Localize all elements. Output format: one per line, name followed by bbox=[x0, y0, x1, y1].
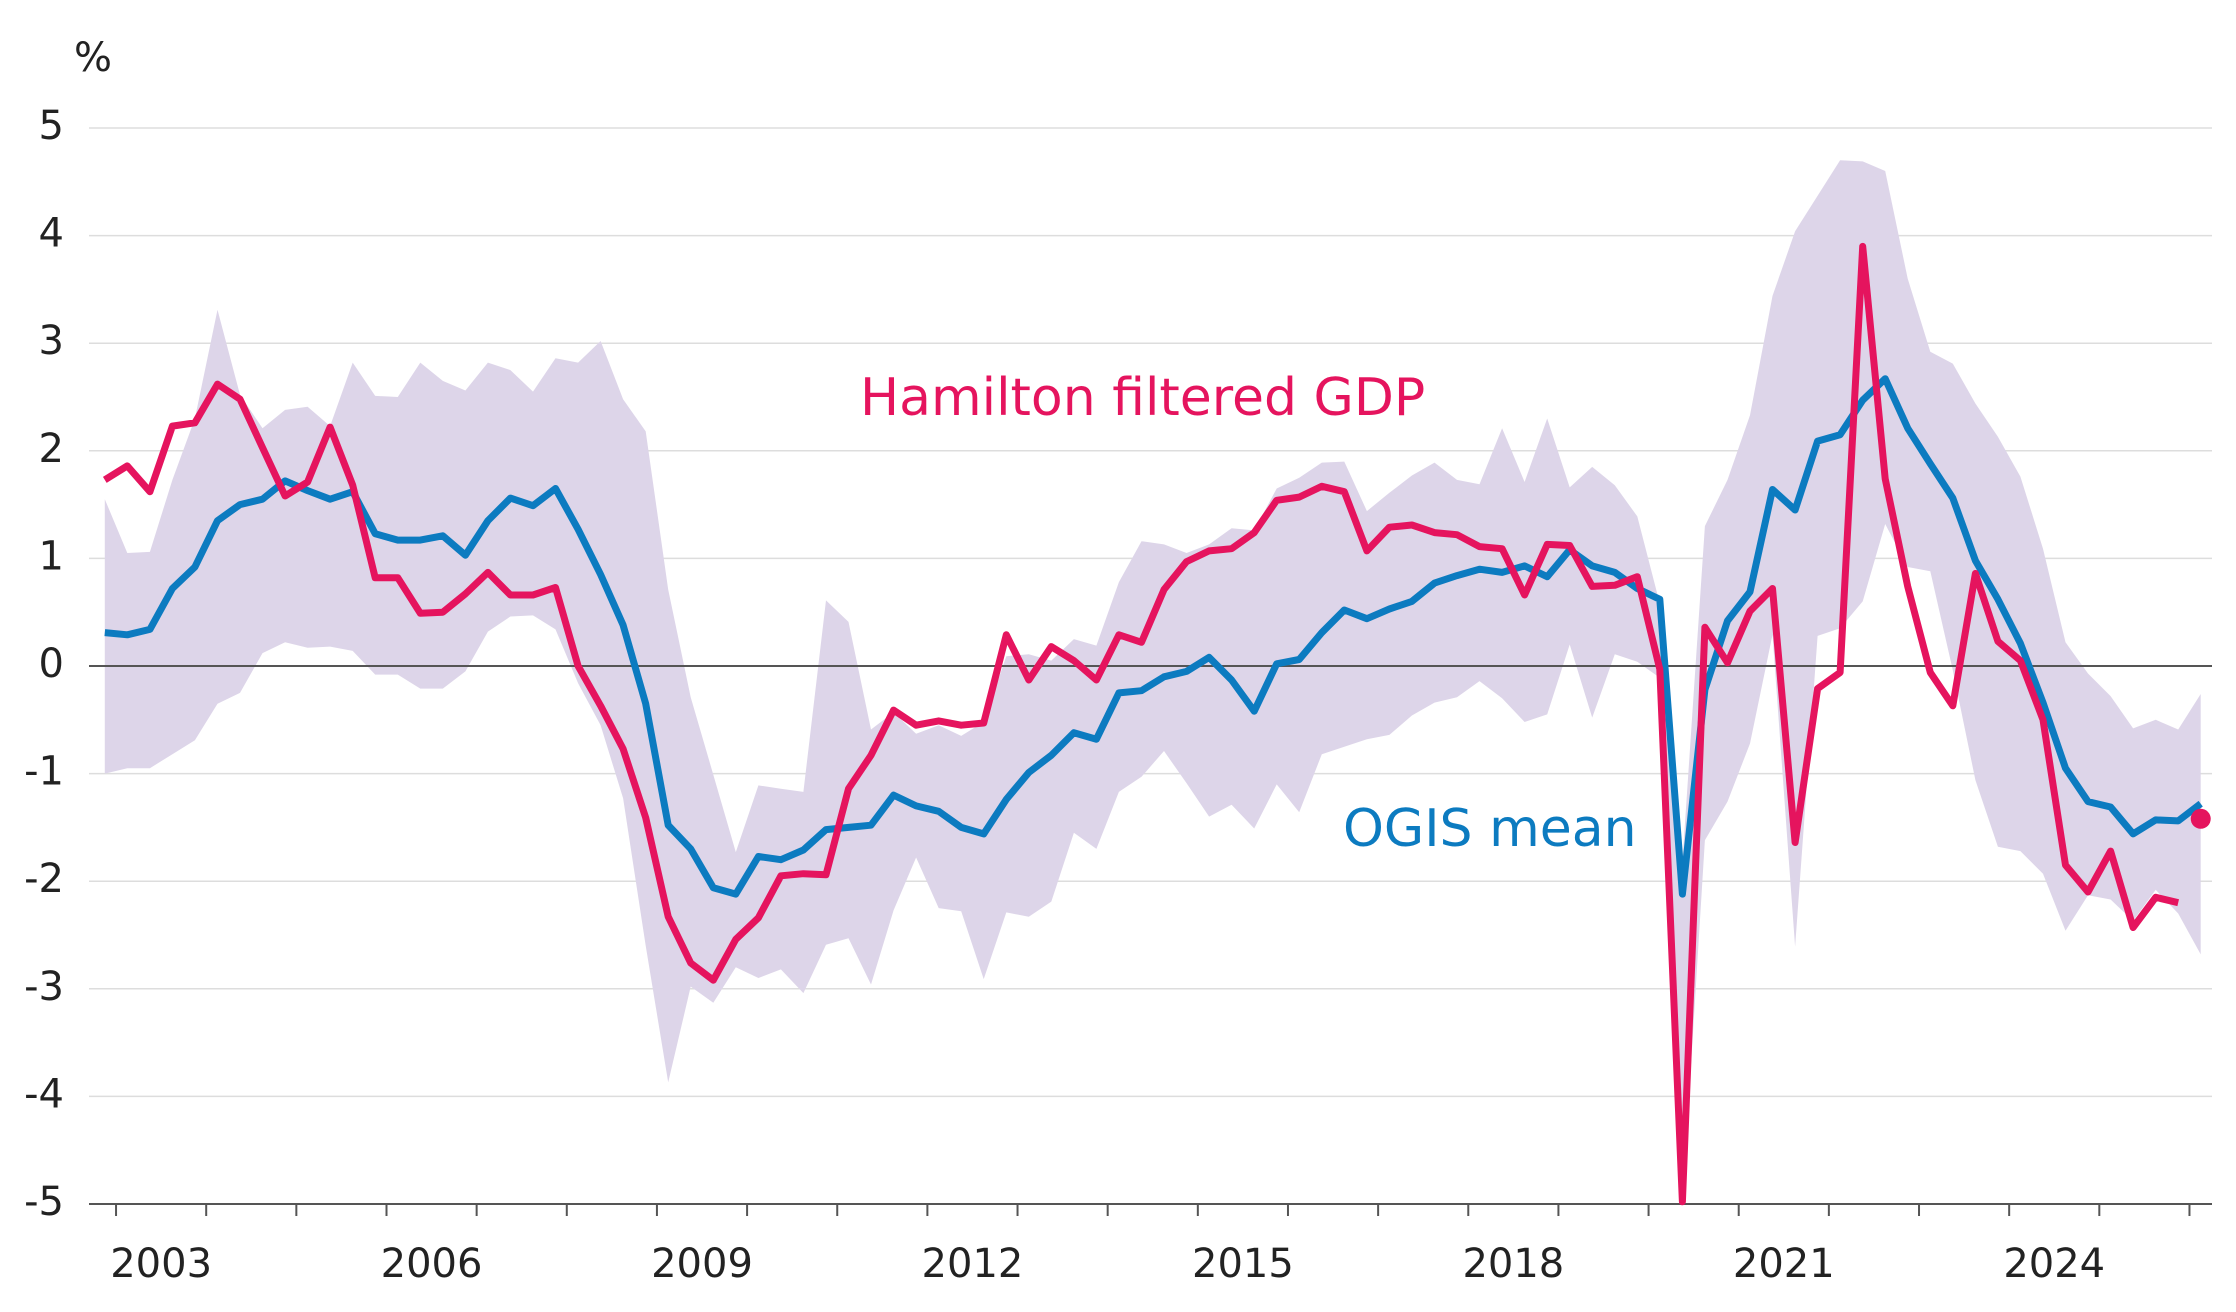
x-tick-label: 2009 bbox=[651, 1241, 753, 1287]
y-tick-label: 5 bbox=[39, 103, 64, 149]
x-tick-label: 2018 bbox=[1462, 1241, 1564, 1287]
y-tick-label: 3 bbox=[39, 318, 64, 364]
y-tick-label: 1 bbox=[39, 533, 64, 579]
series-label: OGIS mean bbox=[1343, 799, 1637, 859]
x-tick-label: 2021 bbox=[1733, 1241, 1835, 1287]
y-tick-label: -1 bbox=[24, 749, 64, 795]
y-unit: % bbox=[74, 35, 112, 81]
x-tick-label: 2015 bbox=[1192, 1241, 1294, 1287]
y-tick-label: 4 bbox=[39, 211, 64, 257]
y-tick-label: -3 bbox=[24, 964, 64, 1010]
y-tick-label: -4 bbox=[24, 1071, 64, 1117]
x-tick-label: 2003 bbox=[110, 1241, 212, 1287]
series-line bbox=[102, 242, 2180, 1206]
y-tick-label: 2 bbox=[39, 426, 64, 472]
y-tick-label: -5 bbox=[24, 1179, 64, 1225]
y-tick-label: 0 bbox=[39, 641, 64, 687]
x-tick-label: 2006 bbox=[381, 1241, 483, 1287]
y-tick-label: -2 bbox=[24, 856, 64, 902]
x-tick-label: 2012 bbox=[922, 1241, 1024, 1287]
end-marker bbox=[2190, 808, 2211, 829]
series-label: Hamilton filtered GDP bbox=[860, 368, 1425, 428]
x-tick-label: 2024 bbox=[2003, 1241, 2105, 1287]
